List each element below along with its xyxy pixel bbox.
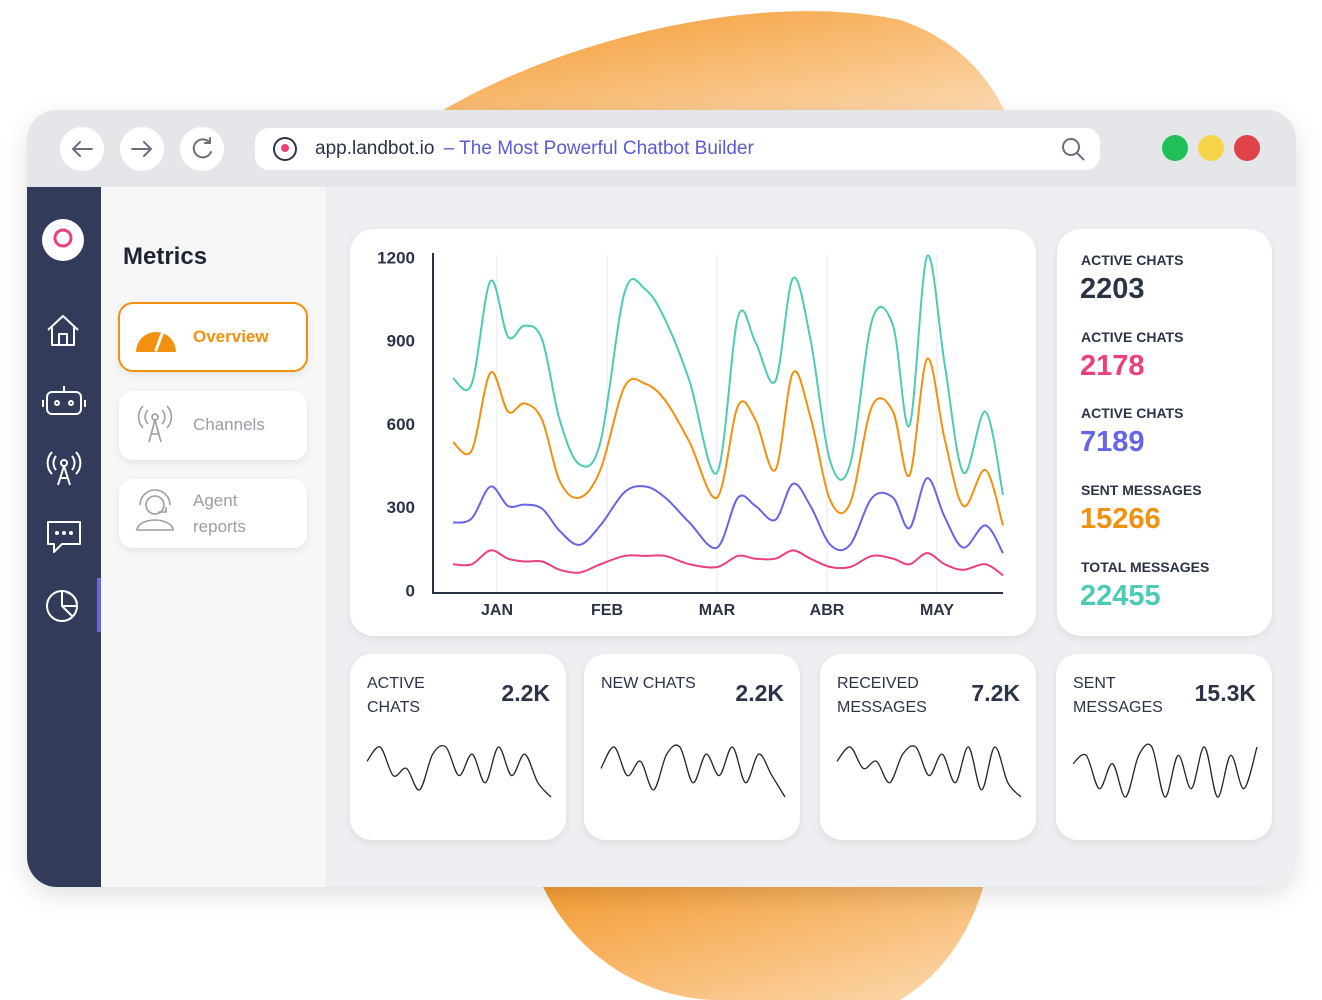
stat-value: 2203: [1080, 273, 1145, 305]
x-tick-label: ABR: [810, 602, 845, 619]
series-line: [452, 357, 1004, 526]
stat-label: ACTIVE CHATS: [1081, 328, 1184, 345]
metric-card: [1056, 654, 1272, 840]
menu-icons: [136, 405, 174, 531]
menu-label[interactable]: Channels: [193, 415, 265, 434]
card-value: 15.3K: [1194, 680, 1256, 706]
y-tick-label: 600: [387, 415, 415, 434]
y-tick-label: 1200: [377, 248, 415, 267]
card-label: ACTIVE CHATS: [367, 675, 425, 716]
card-value: 7.2K: [971, 680, 1020, 706]
card-label: RECEIVED MESSAGES: [837, 675, 927, 716]
y-tick-label: 0: [406, 581, 415, 600]
blob: [440, 11, 1005, 112]
card-value: 2.2K: [501, 680, 550, 706]
address-bar[interactable]: [255, 128, 1100, 170]
x-tick-label: JAN: [481, 602, 513, 619]
site-icon: [273, 137, 297, 161]
overview-icon: [136, 332, 176, 352]
series-line: [452, 549, 1004, 577]
x-tick-label: MAY: [920, 602, 954, 619]
series-line: [452, 477, 1004, 554]
logo: [42, 219, 84, 261]
cards: [350, 654, 1272, 840]
search-icon[interactable]: [1062, 138, 1085, 161]
y-tick-label: 300: [387, 498, 415, 517]
blob: [540, 880, 985, 1000]
stat-label: SENT MESSAGES: [1081, 482, 1202, 499]
window-green[interactable]: [1162, 135, 1188, 161]
metric-card: [350, 654, 566, 840]
menu-label[interactable]: Overview: [193, 327, 269, 346]
x-tick-label: FEB: [591, 602, 623, 619]
series-line: [452, 254, 1004, 496]
stat-label: TOTAL MESSAGES: [1081, 558, 1210, 575]
sparkline: [600, 744, 786, 798]
y-tick-label: 900: [387, 332, 415, 351]
sidebar-icons[interactable]: [42, 315, 86, 622]
page-title: – The Most Powerful Chatbot Builder: [443, 138, 754, 159]
site-icon-dot: [281, 144, 289, 152]
x-tick-label: MAR: [699, 602, 736, 619]
card-label: SENT MESSAGES: [1073, 675, 1163, 716]
heading: Metrics: [123, 243, 208, 270]
logo-ring: [53, 228, 73, 248]
axis: [432, 253, 1003, 594]
stat-value: 15266: [1080, 503, 1161, 536]
stat-label: ACTIVE CHATS: [1081, 405, 1184, 422]
sparkline: [366, 744, 552, 798]
overview-needle: [154, 332, 164, 352]
active-indicator: [97, 578, 101, 632]
metric-card: [820, 654, 1036, 840]
stat-value: 22455: [1080, 579, 1161, 612]
stats-card: [1057, 229, 1272, 636]
url-row: app.landbot.io – The Most Powerful Chatb…: [315, 139, 754, 158]
metric-card: [584, 654, 800, 840]
chart-card: [350, 229, 1036, 636]
stat-value: 2178: [1080, 349, 1145, 382]
menu-button[interactable]: [118, 302, 308, 372]
sparkline: [1072, 743, 1258, 798]
sidebar: [27, 187, 101, 887]
sparkline: [836, 745, 1022, 798]
window-red[interactable]: [1234, 135, 1260, 161]
stat-label: ACTIVE CHATS: [1081, 252, 1184, 268]
card-value: 2.2K: [735, 680, 784, 706]
menu-label[interactable]: Agent reports: [193, 491, 246, 536]
card-label: NEW CHATS: [601, 675, 696, 692]
url: app.landbot.io: [315, 138, 435, 159]
line-chart: JAN FEB MAR ABR MAY 0 300 600 900 1200: [377, 248, 1004, 619]
menu-button[interactable]: [119, 391, 307, 460]
stat-value: 7189: [1080, 426, 1145, 459]
nav-icons: [71, 137, 212, 159]
window-yellow[interactable]: [1198, 135, 1224, 161]
